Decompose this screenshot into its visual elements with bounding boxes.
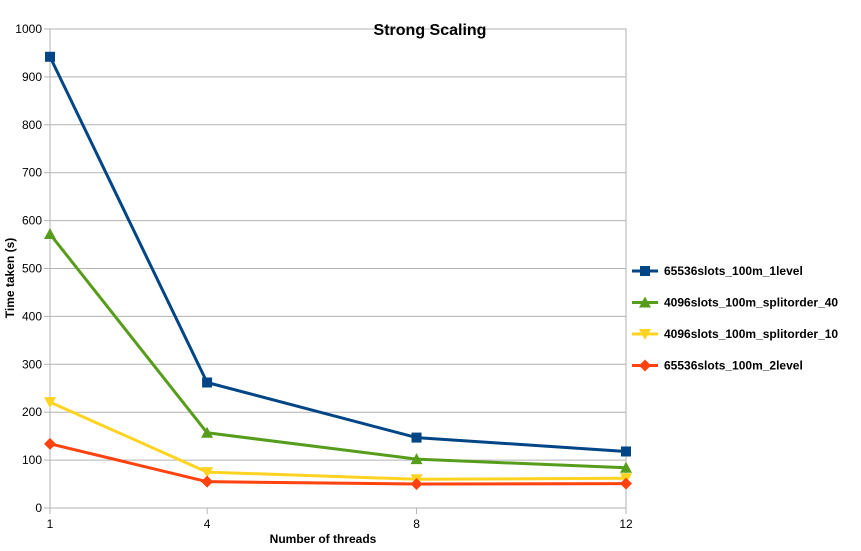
data-point bbox=[620, 461, 632, 473]
data-point bbox=[411, 432, 422, 443]
legend-entry: 65536slots_100m_2level bbox=[632, 359, 803, 373]
y-tick-label: 300 bbox=[22, 357, 42, 371]
legend-marker bbox=[639, 296, 651, 308]
data-point bbox=[410, 478, 423, 491]
legend: 65536slots_100m_1level 4096slots_100m_spl… bbox=[632, 264, 838, 373]
legend-entry: 4096slots_100m_splitorder_10 bbox=[632, 327, 838, 341]
series-line bbox=[49, 442, 627, 486]
x-tick-label: 8 bbox=[413, 517, 420, 531]
x-axis-label: Number of threads bbox=[270, 532, 377, 546]
data-point bbox=[410, 453, 423, 465]
chart-title: Strong Scaling bbox=[374, 22, 487, 39]
gridlines bbox=[50, 28, 626, 509]
data-point bbox=[621, 446, 631, 457]
y-tick-label: 800 bbox=[22, 118, 42, 132]
legend-marker bbox=[640, 266, 650, 276]
legend-marker bbox=[639, 359, 651, 372]
x-axis-ticks: 1 4 8 12 bbox=[47, 508, 633, 531]
data-point bbox=[44, 228, 56, 240]
y-tick-label: 100 bbox=[22, 453, 42, 467]
y-axis-ticks: 0 100 200 300 400 500 600 700 800 900 1000 bbox=[15, 22, 50, 515]
legend-label: 65536slots_100m_2level bbox=[664, 359, 803, 373]
legend-marker bbox=[639, 329, 651, 340]
data-point bbox=[201, 467, 214, 479]
series-4096slots_100m_splitorder_40 bbox=[44, 228, 632, 473]
legend-label: 4096slots_100m_splitorder_40 bbox=[664, 296, 838, 310]
data-point bbox=[44, 437, 56, 450]
y-tick-label: 200 bbox=[22, 405, 42, 419]
series-65536slots_100m_2level bbox=[44, 437, 632, 491]
x-tick-label: 1 bbox=[47, 517, 54, 531]
data-point bbox=[45, 51, 55, 62]
data-point bbox=[201, 475, 214, 488]
y-tick-label: 700 bbox=[22, 166, 42, 180]
data-point bbox=[201, 426, 214, 438]
series-line bbox=[48, 233, 627, 470]
y-tick-label: 1000 bbox=[15, 22, 42, 36]
y-tick-label: 500 bbox=[22, 262, 42, 276]
legend-label: 4096slots_100m_splitorder_10 bbox=[664, 327, 838, 341]
legend-entry: 4096slots_100m_splitorder_40 bbox=[632, 296, 838, 310]
data-point bbox=[620, 477, 632, 490]
data-point bbox=[44, 397, 56, 409]
series-4096slots_100m_splitorder_10 bbox=[44, 397, 632, 486]
x-tick-label: 12 bbox=[619, 517, 633, 531]
y-tick-label: 0 bbox=[35, 501, 42, 515]
y-tick-label: 900 bbox=[22, 70, 42, 84]
y-tick-label: 400 bbox=[22, 309, 42, 323]
series-layer bbox=[44, 51, 632, 491]
legend-label: 65536slots_100m_1level bbox=[664, 264, 803, 278]
data-point bbox=[202, 377, 213, 388]
x-tick-label: 4 bbox=[204, 517, 211, 531]
y-tick-label: 600 bbox=[22, 214, 42, 228]
y-axis-label: Time taken (s) bbox=[3, 238, 17, 318]
series-65536slots_100m_1level bbox=[45, 51, 631, 457]
series-line bbox=[49, 400, 627, 481]
legend-entry: 65536slots_100m_1level bbox=[632, 264, 803, 278]
series-line bbox=[48, 56, 627, 453]
